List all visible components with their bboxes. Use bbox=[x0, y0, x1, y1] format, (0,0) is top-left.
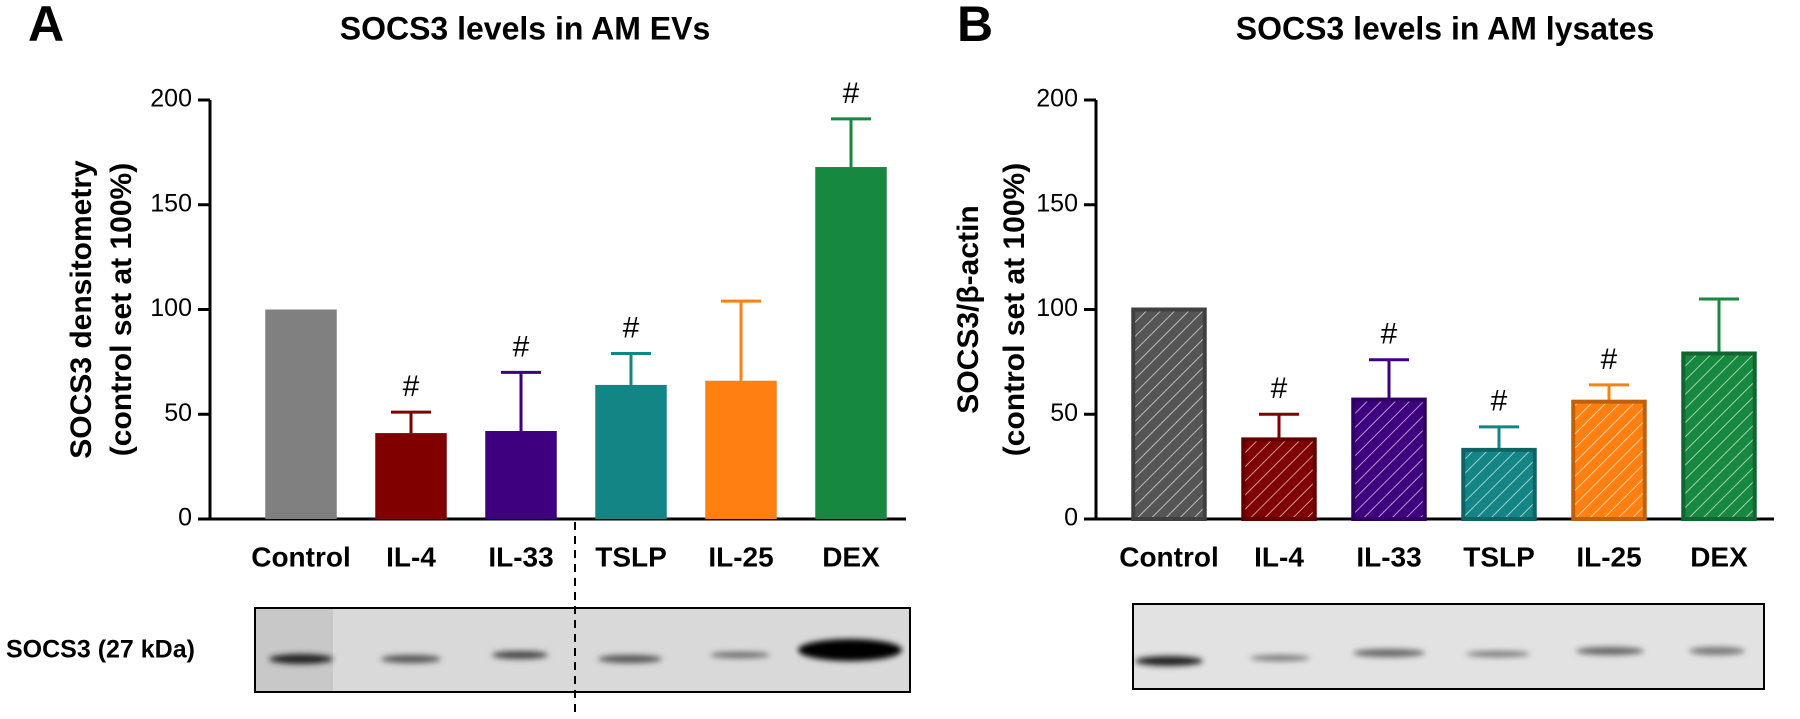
significance-marker: # bbox=[403, 370, 420, 403]
x-tick-label: IL-4 bbox=[1254, 541, 1304, 572]
blot-image bbox=[1132, 603, 1765, 690]
y-tick-label: 50 bbox=[164, 399, 192, 427]
y-axis-label: SOCS3 densitometry bbox=[65, 160, 98, 459]
bar bbox=[1351, 397, 1427, 521]
significance-marker: # bbox=[1491, 385, 1508, 418]
y-axis-label: (control set at 100%) bbox=[998, 163, 1031, 456]
y-tick-label: 100 bbox=[1036, 294, 1078, 322]
y-tick-label: 0 bbox=[1064, 504, 1078, 532]
chart-title: SOCS3 levels in AM EVs bbox=[340, 10, 711, 46]
x-tick-label: IL-33 bbox=[1356, 541, 1421, 572]
bar bbox=[595, 384, 667, 519]
significance-marker: # bbox=[1271, 372, 1288, 405]
bar bbox=[815, 167, 887, 520]
significance-marker: # bbox=[1601, 343, 1618, 376]
bar bbox=[1571, 399, 1647, 521]
significance-marker: # bbox=[623, 311, 640, 344]
error-bar bbox=[611, 351, 651, 385]
bar bbox=[1241, 437, 1317, 522]
bar bbox=[1681, 351, 1757, 521]
x-tick-label: IL-4 bbox=[386, 541, 436, 572]
x-tick-label: DEX bbox=[1690, 541, 1748, 572]
x-tick-label: IL-33 bbox=[488, 541, 553, 572]
x-tick-label: TSLP bbox=[595, 541, 667, 572]
significance-marker: # bbox=[513, 330, 530, 363]
bar bbox=[485, 431, 557, 519]
error-bar bbox=[391, 410, 431, 434]
x-tick-label: IL-25 bbox=[708, 541, 773, 572]
panel-label: A bbox=[28, 0, 64, 52]
error-bar bbox=[1699, 297, 1739, 354]
y-tick-label: 0 bbox=[178, 504, 192, 532]
x-tick-label: Control bbox=[1119, 541, 1219, 572]
error-bar bbox=[831, 117, 871, 168]
y-tick-label: 150 bbox=[1036, 189, 1078, 217]
y-tick-label: 200 bbox=[150, 85, 192, 113]
bar bbox=[705, 380, 777, 519]
significance-marker: # bbox=[843, 77, 860, 110]
error-bar bbox=[1259, 412, 1299, 440]
significance-marker: # bbox=[1381, 318, 1398, 351]
bar bbox=[375, 433, 447, 519]
bar bbox=[265, 309, 337, 519]
y-axis-label: (control set at 100%) bbox=[105, 163, 138, 456]
y-axis-label: SOCS3/β-actin bbox=[952, 205, 985, 413]
error-bar bbox=[1589, 383, 1629, 402]
x-tick-label: DEX bbox=[822, 541, 880, 572]
x-tick-label: TSLP bbox=[1463, 541, 1535, 572]
chart-title: SOCS3 levels in AM lysates bbox=[1236, 10, 1655, 46]
x-tick-label: IL-25 bbox=[1576, 541, 1641, 572]
y-tick-label: 100 bbox=[150, 294, 192, 322]
panel-label: B bbox=[957, 0, 993, 52]
y-tick-label: 150 bbox=[150, 189, 192, 217]
error-bar bbox=[1369, 358, 1409, 400]
blot-image bbox=[254, 522, 911, 716]
blot-label: SOCS3 (27 kDa) bbox=[6, 636, 195, 664]
bar bbox=[1131, 307, 1207, 521]
error-bar bbox=[1479, 425, 1519, 450]
y-tick-label: 50 bbox=[1050, 399, 1078, 427]
error-bar bbox=[501, 370, 541, 432]
bar bbox=[1461, 447, 1537, 521]
y-tick-label: 200 bbox=[1036, 85, 1078, 113]
error-bar bbox=[721, 299, 761, 381]
x-tick-label: Control bbox=[251, 541, 351, 572]
